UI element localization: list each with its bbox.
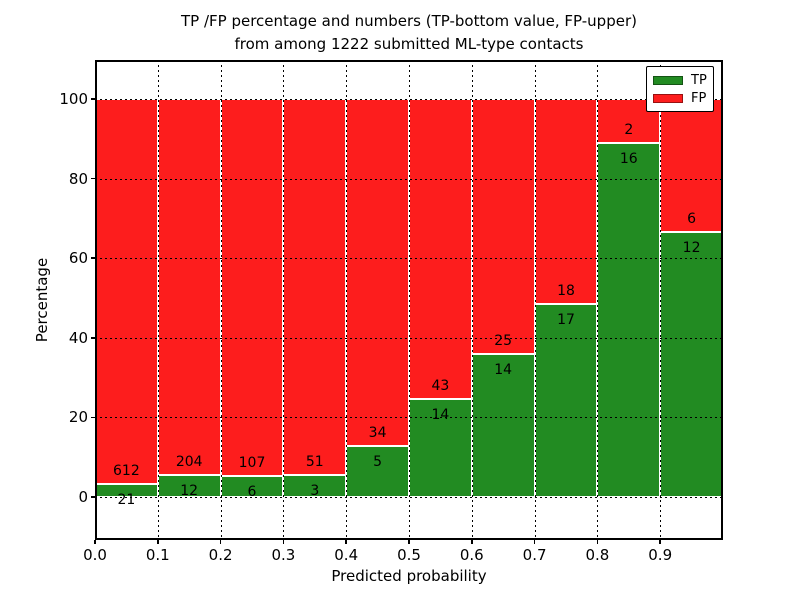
- fp-count-label: 204: [175, 453, 203, 470]
- x-tick-label: 0.7: [522, 546, 547, 564]
- x-tick-label: 0.4: [334, 546, 359, 564]
- x-tick-mark: [408, 540, 410, 544]
- x-gridline: [597, 60, 599, 540]
- fp-count-label: 43: [431, 378, 450, 395]
- x-tick-mark: [94, 540, 96, 544]
- fp-count-label: 2: [624, 122, 634, 139]
- x-gridline: [471, 60, 473, 540]
- x-gridline: [660, 60, 662, 540]
- legend-label-fp: FP: [691, 90, 707, 106]
- legend-swatch-fp: [653, 93, 683, 103]
- bar-segment-fp: [534, 99, 598, 304]
- tp-count-label: 5: [373, 453, 383, 470]
- bar-segment-fp: [471, 99, 535, 355]
- x-tick-label: 0.8: [585, 546, 610, 564]
- bar-segment-tp: [660, 231, 723, 497]
- x-tick-label: 0.3: [271, 546, 296, 564]
- chart-title-line2: from among 1222 submitted ML-type contac…: [234, 35, 584, 53]
- y-tick-label: 20: [68, 408, 88, 427]
- tp-count-label: 17: [557, 311, 575, 328]
- y-tick-mark: [91, 416, 95, 419]
- fp-count-label: 6: [687, 210, 697, 227]
- bar-segment-fp: [157, 99, 221, 475]
- fp-count-label: 612: [113, 462, 140, 479]
- fp-count-label: 34: [368, 424, 387, 441]
- x-tick-mark: [659, 540, 661, 544]
- x-tick-mark: [157, 540, 159, 544]
- tp-count-label: 12: [682, 239, 701, 256]
- x-tick-label: 0.9: [648, 546, 673, 564]
- x-tick-mark: [282, 540, 285, 544]
- y-tick-mark: [91, 337, 95, 339]
- fp-count-label: 51: [305, 453, 324, 470]
- chart-title: TP /FP percentage and numbers (TP-bottom…: [95, 10, 723, 56]
- bar-segment-fp: [95, 99, 158, 484]
- x-axis-label: Predicted probability: [331, 567, 487, 585]
- x-tick-mark: [533, 540, 536, 544]
- tp-count-label: 14: [431, 407, 450, 424]
- x-gridline: [157, 60, 159, 540]
- legend-item-tp: TP: [653, 74, 713, 87]
- x-tick-mark: [219, 540, 222, 544]
- tp-count-label: 3: [310, 482, 320, 499]
- y-tick-label: 60: [68, 249, 88, 268]
- bar-segment-fp: [409, 99, 472, 400]
- y-tick-label: 40: [68, 328, 88, 347]
- tp-count-label: 12: [180, 482, 199, 499]
- x-gridline: [346, 60, 348, 540]
- tp-count-label: 6: [247, 483, 257, 500]
- fp-count-label: 18: [557, 282, 575, 299]
- x-tick-label: 0.6: [459, 546, 484, 564]
- x-tick-mark: [345, 540, 347, 544]
- bar-segment-fp: [346, 99, 409, 446]
- y-tick-label: 100: [59, 90, 88, 108]
- x-gridline: [283, 60, 285, 540]
- y-tick-mark: [91, 98, 95, 100]
- bar-segment-fp: [283, 99, 347, 475]
- x-tick-mark: [596, 540, 599, 544]
- x-tick-label: 0.5: [397, 546, 421, 564]
- legend-item-fp: FP: [653, 92, 713, 105]
- bar-segment-tp: [597, 143, 661, 497]
- bar-segment-fp: [220, 99, 284, 476]
- x-gridline: [534, 60, 536, 540]
- x-tick-mark: [471, 540, 473, 544]
- x-gridline: [409, 60, 410, 540]
- legend: TP FP: [646, 66, 714, 112]
- chart-title-line1: TP /FP percentage and numbers (TP-bottom…: [181, 12, 637, 30]
- y-tick-mark: [91, 177, 95, 180]
- x-gridline: [220, 60, 222, 540]
- fp-count-label: 107: [238, 454, 266, 471]
- tp-count-label: 16: [619, 151, 638, 168]
- y-tick-mark: [91, 496, 95, 498]
- legend-label-tp: TP: [691, 72, 707, 88]
- tp-count-label: 14: [494, 362, 513, 379]
- x-tick-label: 0.0: [83, 546, 107, 564]
- legend-swatch-tp: [653, 75, 683, 85]
- plot-area: 612 21 204 12 107 6 51 3 34 5 43 14 25 14 18 17 2 16 6 12 0.…: [59, 60, 723, 564]
- fp-count-label: 25: [494, 333, 513, 350]
- tp-count-label: 21: [117, 491, 136, 508]
- bar-segment-tp: [534, 303, 598, 497]
- y-tick-label: 80: [68, 169, 88, 188]
- y-tick-label: 0: [78, 488, 88, 506]
- y-tick-mark: [91, 257, 95, 259]
- x-tick-label: 0.1: [145, 546, 170, 564]
- x-tick-label: 0.2: [208, 546, 233, 564]
